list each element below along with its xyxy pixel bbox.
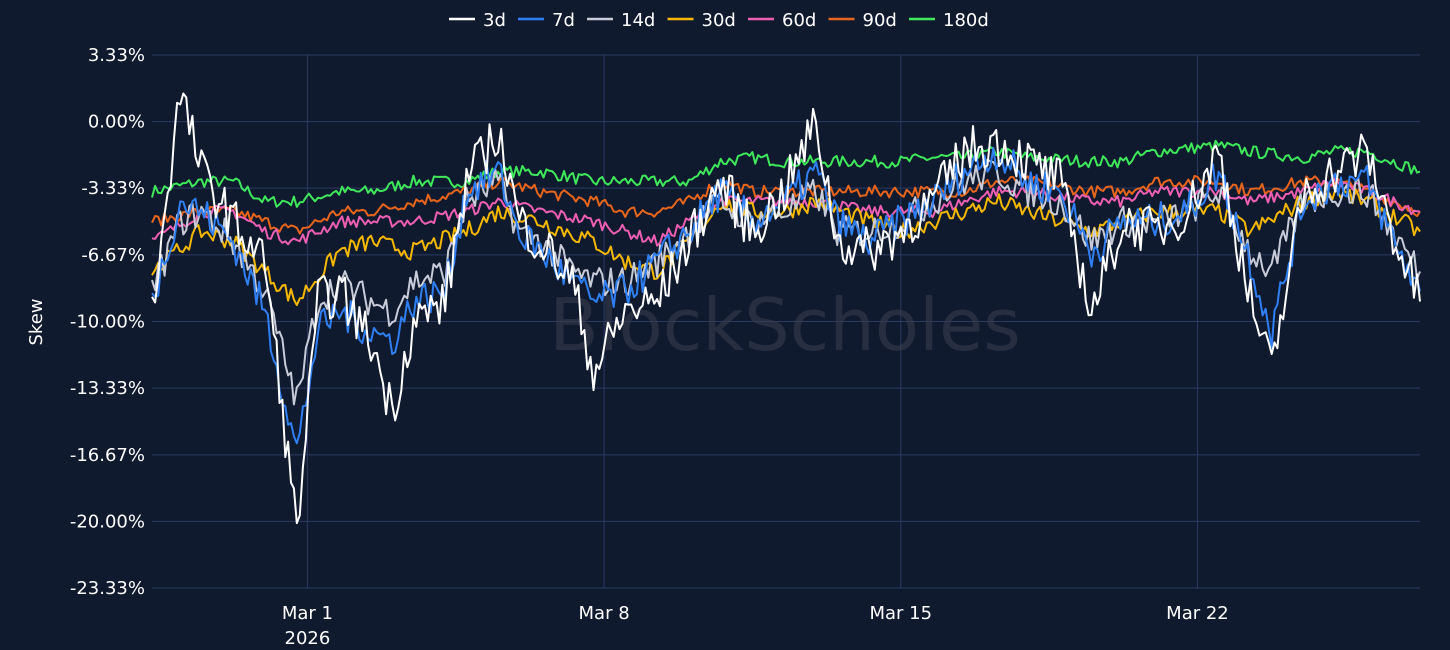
y-tick-label: -23.33% [70, 578, 145, 599]
legend-item-3d[interactable]: 3d [449, 10, 506, 31]
x-tick-label: Mar 1 [282, 603, 333, 624]
series-line-14d [151, 158, 1421, 406]
legend-label: 3d [483, 10, 506, 31]
x-tick-sublabel: 2026 [285, 628, 331, 649]
y-tick-label: -10.00% [70, 312, 145, 333]
y-tick-label: -6.67% [81, 245, 145, 266]
legend-item-60d[interactable]: 60d [748, 10, 816, 31]
x-axis-ticks: Mar 1 2026 Mar 8 Mar 15 Mar 22 [282, 603, 1229, 649]
y-tick-label: -13.33% [70, 378, 145, 399]
legend-item-90d[interactable]: 90d [828, 10, 897, 31]
series-layer [151, 92, 1421, 525]
y-axis-ticks: 3.33% 0.00% -3.33% -6.67% -10.00% -13.33% -16.… [70, 45, 145, 599]
legend-label: 90d [863, 10, 897, 31]
y-tick-label: -20.00% [70, 511, 145, 532]
legend: 3d 7d 14d 30d 60d 90d 180d [449, 10, 989, 31]
y-tick-label: 0.00% [88, 112, 145, 133]
y-axis-label: Skew [26, 298, 47, 345]
legend-item-180d[interactable]: 180d [909, 10, 989, 31]
legend-label: 30d [702, 10, 736, 31]
y-tick-label: -3.33% [81, 178, 145, 199]
legend-item-30d[interactable]: 30d [667, 10, 736, 31]
legend-label: 14d [621, 10, 655, 31]
series-line-3d [151, 92, 1421, 525]
y-tick-label: -16.67% [70, 445, 145, 466]
legend-label: 180d [943, 10, 989, 31]
legend-item-14d[interactable]: 14d [587, 10, 655, 31]
legend-item-7d[interactable]: 7d [518, 10, 575, 31]
legend-label: 60d [782, 10, 816, 31]
series-line-180d [151, 139, 1421, 208]
watermark: BlockScholes [549, 283, 1021, 367]
y-tick-label: 3.33% [88, 45, 145, 66]
x-tick-label: Mar 22 [1166, 603, 1229, 624]
legend-label: 7d [552, 10, 575, 31]
x-tick-label: Mar 15 [869, 603, 932, 624]
x-tick-label: Mar 8 [579, 603, 630, 624]
